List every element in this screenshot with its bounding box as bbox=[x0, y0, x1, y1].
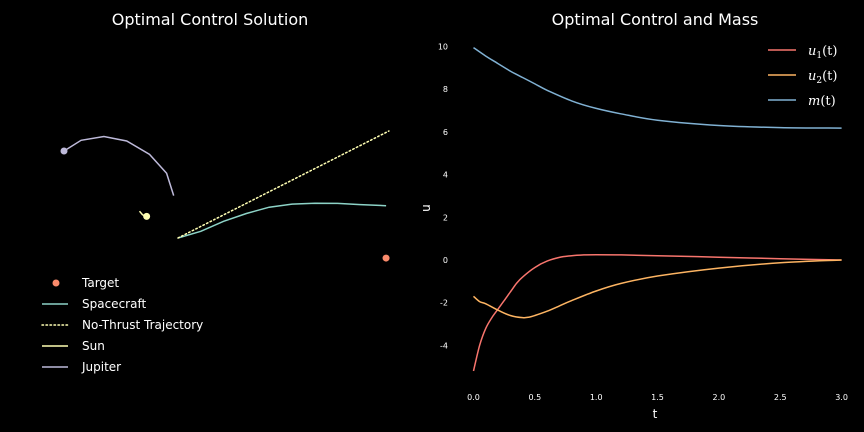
legend-label-u-1-t: u1(t) bbox=[808, 44, 837, 61]
legend-swatch-target bbox=[52, 279, 60, 287]
y-tick-label: 4 bbox=[443, 171, 448, 180]
left-panel: Optimal Control Solution Target Spacecraf… bbox=[41, 10, 390, 374]
x-tick-label: 1.0 bbox=[590, 393, 603, 402]
left-plot-area bbox=[60, 130, 390, 262]
x-tick-label: 0.5 bbox=[528, 393, 541, 402]
x-tick-label: 2.5 bbox=[774, 393, 787, 402]
right-title: Optimal Control and Mass bbox=[552, 10, 759, 29]
left-legend: Target Spacecraft No-Thrust Trajectory Sun J… bbox=[41, 276, 203, 374]
jupiter-marker bbox=[60, 147, 68, 155]
y-tick-label: 6 bbox=[443, 128, 448, 137]
y-tick-label: 8 bbox=[443, 85, 448, 94]
legend-label-u-2-t: u2(t) bbox=[808, 69, 837, 86]
right-x-ticks: 0.0 0.5 1.0 1.5 2.0 2.5 3.0 bbox=[467, 393, 848, 402]
legend-item-m-t: m(t) bbox=[768, 94, 836, 109]
x-tick-label: 2.0 bbox=[713, 393, 726, 402]
series-u-1-t-line bbox=[472, 253, 842, 372]
x-tick-label: 0.0 bbox=[467, 393, 480, 402]
legend-item-sun: Sun bbox=[42, 339, 105, 353]
legend-label-target: Target bbox=[81, 276, 119, 290]
legend-item-u-1-t: u1(t) bbox=[768, 44, 837, 61]
sun-marker bbox=[143, 212, 151, 220]
target-marker bbox=[382, 254, 390, 262]
series-m-t-line bbox=[473, 46, 842, 129]
jupiter-line bbox=[63, 135, 175, 196]
right-y-ticks: -4 -2 0 2 4 6 8 10 bbox=[438, 43, 448, 351]
legend-item-target: Target bbox=[52, 276, 119, 290]
right-ylabel: u bbox=[419, 204, 433, 212]
y-tick-label: 10 bbox=[438, 43, 448, 52]
series-u-2-t-line bbox=[472, 259, 842, 319]
legend-label-m-t: m(t) bbox=[808, 94, 836, 109]
legend-label-sun: Sun bbox=[82, 339, 105, 353]
legend-item-spacecraft: Spacecraft bbox=[42, 297, 146, 311]
legend-item-u-2-t: u2(t) bbox=[768, 69, 837, 86]
legend-item-no-thrust-trajectory: No-Thrust Trajectory bbox=[41, 318, 203, 332]
y-tick-label: -4 bbox=[440, 341, 448, 350]
y-tick-label: -2 bbox=[440, 299, 448, 308]
right-xlabel: t bbox=[653, 407, 658, 421]
right-plot-area bbox=[472, 46, 842, 372]
left-title: Optimal Control Solution bbox=[112, 10, 309, 29]
no-thrust-trajectory-line bbox=[177, 130, 390, 239]
x-tick-label: 3.0 bbox=[835, 393, 848, 402]
legend-label-spacecraft: Spacecraft bbox=[82, 297, 146, 311]
right-legend: u1(t) u2(t) m(t) bbox=[768, 44, 837, 109]
legend-label-no-thrust-trajectory: No-Thrust Trajectory bbox=[82, 318, 203, 332]
legend-label-jupiter: Jupiter bbox=[81, 360, 121, 374]
y-tick-label: 0 bbox=[443, 256, 448, 265]
y-tick-label: 2 bbox=[443, 213, 448, 222]
x-tick-label: 1.5 bbox=[651, 393, 664, 402]
right-panel: Optimal Control and Mass -4 -2 0 2 4 6 8 10 0.0… bbox=[419, 10, 848, 421]
spacecraft-line bbox=[177, 202, 387, 239]
legend-item-jupiter: Jupiter bbox=[42, 360, 121, 374]
